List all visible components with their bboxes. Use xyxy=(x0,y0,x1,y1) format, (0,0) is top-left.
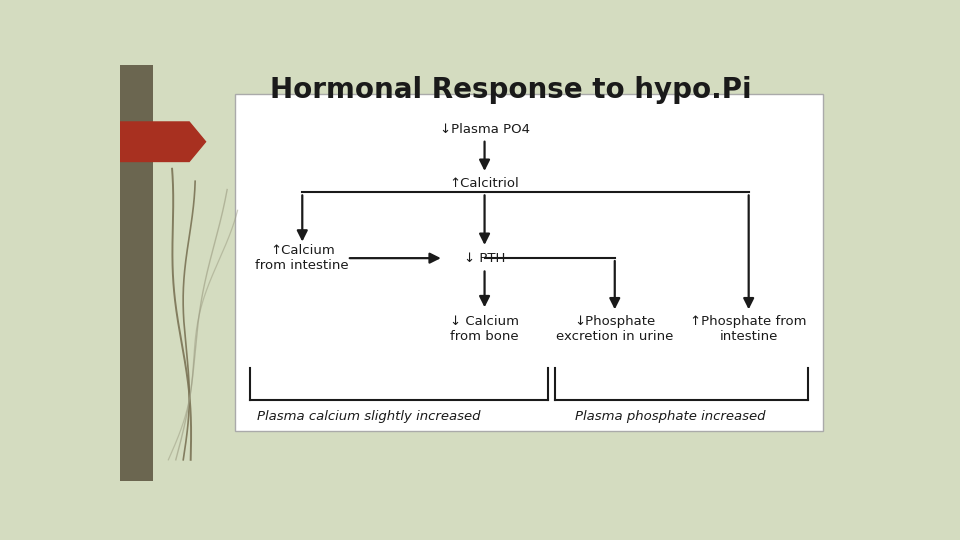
Text: ↑Calcitriol: ↑Calcitriol xyxy=(449,177,519,190)
Bar xyxy=(235,94,823,431)
Bar xyxy=(120,65,154,481)
Text: ↓Phosphate
excretion in urine: ↓Phosphate excretion in urine xyxy=(556,315,674,343)
Text: Plasma calcium slightly increased: Plasma calcium slightly increased xyxy=(257,410,481,423)
FancyArrow shape xyxy=(120,122,205,161)
Text: ↓ PTH: ↓ PTH xyxy=(464,252,505,265)
Text: ↓Plasma PO4: ↓Plasma PO4 xyxy=(440,123,530,136)
Text: ↑Calcium
from intestine: ↑Calcium from intestine xyxy=(255,244,349,272)
Text: Hormonal Response to hypo.Pi: Hormonal Response to hypo.Pi xyxy=(270,76,752,104)
Text: ↓ Calcium
from bone: ↓ Calcium from bone xyxy=(450,315,519,343)
Text: ↑Phosphate from
intestine: ↑Phosphate from intestine xyxy=(690,315,807,343)
Text: Plasma phosphate increased: Plasma phosphate increased xyxy=(575,410,766,423)
